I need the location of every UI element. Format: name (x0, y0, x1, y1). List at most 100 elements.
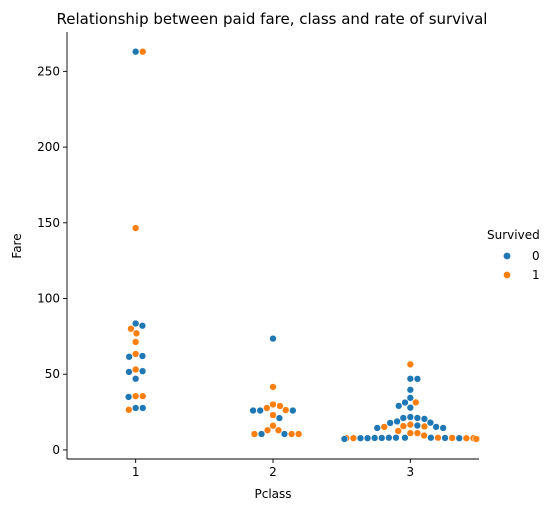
data-point-survived-1 (132, 224, 140, 232)
legend-title: Survived (487, 228, 540, 242)
data-point-survived-1 (127, 325, 135, 333)
data-point-survived-1 (380, 423, 388, 431)
chart-title: Relationship between paid fare, class an… (57, 10, 488, 28)
data-point-survived-1 (263, 426, 272, 434)
data-point-survived-1 (269, 400, 277, 409)
data-point-survived-1 (125, 406, 133, 414)
legend-label-1: 1 (532, 268, 540, 282)
data-point-survived-0 (132, 48, 140, 56)
data-point-survived-1 (413, 429, 422, 437)
data-point-survived-1 (269, 411, 277, 419)
data-point-survived-0 (439, 424, 447, 432)
data-point-survived-1 (406, 360, 414, 369)
data-point-survived-0 (406, 375, 414, 383)
data-point-survived-1 (276, 402, 284, 410)
data-point-survived-0 (406, 394, 414, 402)
data-point-survived-0 (257, 430, 266, 438)
y-tick-label: 200 (37, 140, 60, 154)
data-points (124, 48, 480, 443)
data-point-survived-1 (406, 420, 414, 429)
data-point-survived-0 (269, 334, 277, 343)
x-tick-label: 3 (407, 465, 415, 479)
data-point-survived-0 (432, 423, 440, 431)
data-point-survived-0 (132, 375, 140, 383)
data-point-survived-0 (420, 415, 429, 423)
x-axis-ticks: 1 2 3 (132, 459, 414, 479)
data-point-survived-0 (289, 406, 297, 415)
data-point-survived-0 (249, 406, 257, 415)
data-point-survived-1 (269, 383, 277, 391)
data-point-survived-1 (132, 329, 141, 337)
data-point-survived-1 (287, 430, 296, 438)
data-point-survived-1 (132, 338, 140, 346)
data-point-survived-0 (401, 398, 409, 407)
data-point-survived-0 (371, 434, 379, 442)
data-point-survived-0 (363, 434, 372, 442)
data-point-survived-1 (139, 392, 147, 400)
data-point-survived-0 (138, 352, 147, 360)
x-tick-label: 2 (269, 465, 277, 479)
data-point-survived-0 (340, 435, 349, 443)
data-point-survived-0 (139, 404, 147, 412)
data-point-survived-0 (399, 414, 407, 422)
data-point-survived-0 (125, 368, 133, 376)
y-tick-label: 50 (45, 367, 60, 381)
data-point-survived-1 (282, 406, 290, 414)
data-point-survived-1 (269, 422, 277, 430)
data-point-survived-0 (124, 393, 133, 401)
data-point-survived-1 (132, 365, 140, 374)
data-point-survived-0 (392, 434, 400, 442)
data-point-survived-0 (455, 434, 463, 442)
data-point-survived-1 (420, 431, 428, 440)
data-point-survived-1 (295, 430, 303, 438)
y-axis-ticks: 0 50 100 150 200 250 (37, 64, 67, 457)
y-tick-label: 100 (37, 291, 60, 305)
data-point-survived-0 (406, 404, 414, 412)
y-axis-label: Fare (10, 233, 24, 258)
data-point-survived-1 (394, 427, 402, 435)
data-point-survived-1 (472, 435, 480, 443)
data-point-survived-0 (125, 353, 133, 361)
data-point-survived-1 (274, 426, 283, 434)
data-point-survived-0 (373, 424, 381, 432)
data-point-survived-0 (413, 421, 422, 430)
data-point-survived-0 (406, 413, 414, 421)
data-point-survived-0 (395, 402, 403, 410)
legend-marker-0 (503, 252, 511, 260)
data-point-survived-0 (427, 434, 435, 442)
data-point-survived-1 (263, 404, 271, 412)
data-point-survived-0 (413, 375, 422, 383)
data-point-survived-1 (399, 422, 408, 430)
data-point-survived-1 (132, 392, 140, 400)
legend: Survived 0 1 (487, 228, 540, 282)
data-point-survived-0 (138, 367, 147, 375)
data-point-survived-1 (132, 350, 140, 358)
data-point-survived-0 (385, 434, 393, 442)
y-tick-label: 250 (37, 64, 60, 78)
x-axis-label: Pclass (254, 487, 291, 501)
data-point-survived-1 (412, 398, 420, 407)
data-point-survived-0 (378, 434, 386, 442)
data-point-survived-0 (256, 406, 264, 415)
data-point-survived-0 (393, 417, 401, 426)
plot-area: 0 50 100 150 200 250 1 2 3 (37, 32, 480, 479)
data-point-survived-1 (434, 434, 442, 442)
data-point-survived-0 (275, 414, 284, 422)
legend-label-0: 0 (532, 249, 540, 263)
data-point-survived-1 (406, 429, 414, 437)
data-point-survived-1 (349, 434, 358, 442)
data-point-survived-1 (448, 434, 456, 442)
data-point-survived-1 (250, 430, 259, 438)
data-point-survived-1 (462, 434, 471, 442)
y-tick-label: 0 (52, 443, 60, 457)
data-point-survived-0 (280, 430, 289, 438)
data-point-survived-0 (413, 414, 422, 422)
x-tick-label: 1 (132, 465, 140, 479)
data-point-survived-0 (441, 434, 449, 442)
data-point-survived-0 (406, 386, 414, 394)
data-point-survived-0 (426, 419, 435, 427)
legend-marker-1 (503, 271, 511, 279)
data-point-survived-0 (356, 434, 365, 442)
data-point-survived-1 (420, 422, 429, 431)
